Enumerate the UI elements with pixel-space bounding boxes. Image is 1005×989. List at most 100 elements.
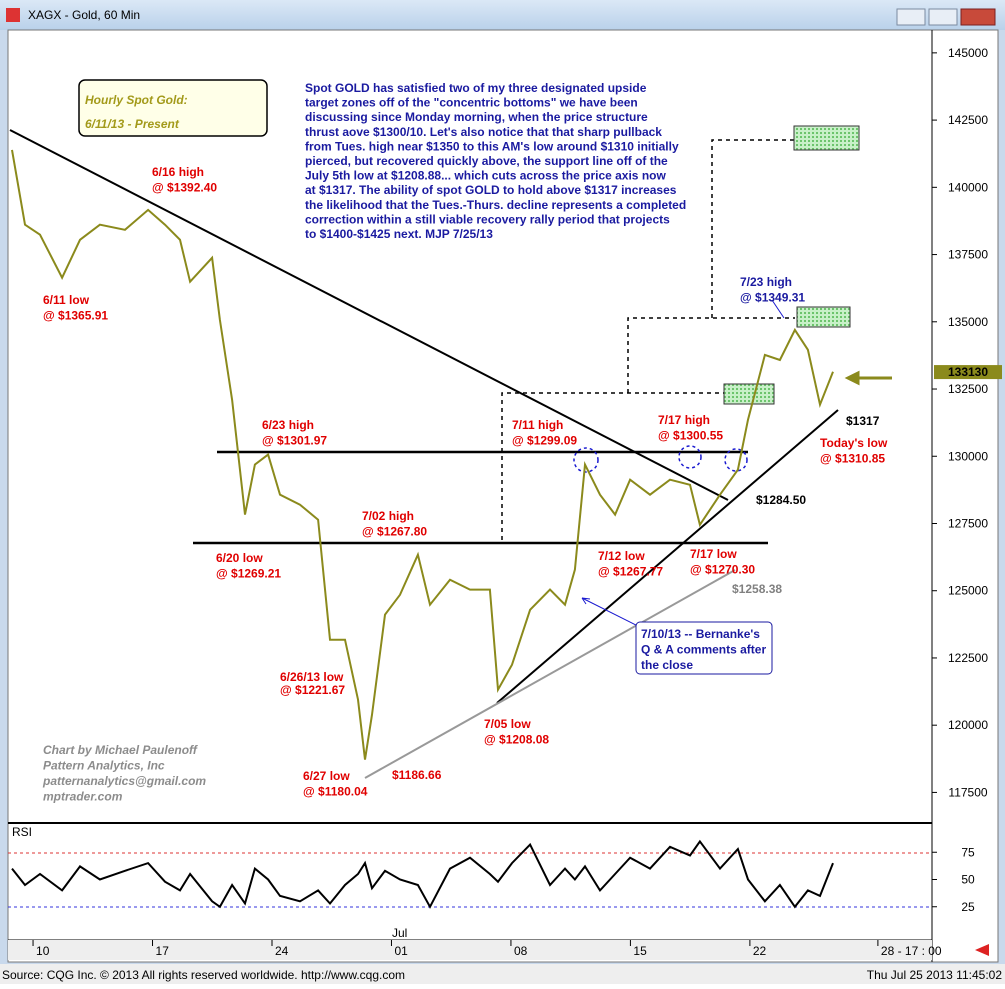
title-box bbox=[78, 79, 268, 137]
credit-line: patternanalytics@gmail.com bbox=[42, 774, 206, 788]
annotation: @ $1208.08 bbox=[484, 733, 549, 747]
y-tick-label: 132500 bbox=[948, 382, 988, 396]
x-tick-label: 10 bbox=[36, 944, 50, 958]
callout-box bbox=[635, 621, 773, 675]
y-tick-label: 50 bbox=[961, 873, 975, 887]
annotation: @ $1299.09 bbox=[512, 434, 577, 448]
app-icon bbox=[6, 8, 20, 22]
commentary-line: from Tues. high near $1350 to this AM's … bbox=[305, 139, 679, 153]
annotation: 7/23 high bbox=[740, 275, 792, 289]
maximize-button[interactable] bbox=[928, 8, 958, 26]
annotation: Today's low bbox=[820, 436, 888, 450]
credit-line: Chart by Michael Paulenoff bbox=[43, 743, 198, 757]
annotation: @ $1267.77 bbox=[598, 565, 663, 579]
minimize-button[interactable] bbox=[896, 8, 926, 26]
y-tick-label: 122500 bbox=[948, 651, 988, 665]
scroll-arrow[interactable] bbox=[975, 944, 989, 956]
commentary-line: to $1400-$1425 next. MJP 7/25/13 bbox=[305, 227, 493, 241]
target-path bbox=[501, 139, 795, 540]
annotation: @ $1300.55 bbox=[658, 429, 723, 443]
annotation: $1317 bbox=[846, 414, 880, 428]
target-zone bbox=[723, 383, 775, 405]
annotation: @ $1365.91 bbox=[43, 309, 108, 323]
y-tick-label: 140000 bbox=[948, 180, 988, 194]
window-title: XAGX - Gold, 60 Min bbox=[28, 8, 140, 22]
commentary-line: target zones off of the "concentric bott… bbox=[305, 96, 638, 110]
downtrend-line bbox=[9, 129, 729, 501]
y-tick-label: 127500 bbox=[948, 516, 988, 530]
commentary-line: discussing since Monday morning, when th… bbox=[305, 110, 648, 124]
annotation: @ $1270.30 bbox=[690, 563, 755, 577]
annotation: $1284.50 bbox=[756, 493, 806, 507]
panel-label: RSI bbox=[12, 825, 32, 839]
annotation: 7/17 low bbox=[690, 547, 737, 561]
annotation: 7/11 high bbox=[512, 418, 563, 432]
highlight-circle bbox=[573, 447, 599, 473]
commentary-line: Spot GOLD has satisfied two of my three … bbox=[305, 81, 647, 95]
annotation: 6/27 low bbox=[303, 769, 350, 783]
last-price-box bbox=[934, 365, 1002, 380]
annotation: 6/23 high bbox=[262, 418, 314, 432]
y-tick-label: 142500 bbox=[948, 113, 988, 127]
month-label: Jul bbox=[392, 926, 407, 940]
title-box-text: Hourly Spot Gold: bbox=[85, 93, 188, 107]
x-tick-label: 24 bbox=[275, 944, 289, 958]
target-zone bbox=[793, 125, 860, 151]
commentary-line: the likelihood that the Tues.-Thurs. dec… bbox=[305, 198, 686, 212]
annotation: @ $1301.97 bbox=[262, 434, 327, 448]
y-tick-label: 117500 bbox=[948, 785, 987, 799]
uptrend-line bbox=[496, 409, 839, 704]
annotation: $1258.38 bbox=[732, 582, 782, 596]
title-box-text: 6/11/13 - Present bbox=[85, 117, 180, 131]
commentary-line: July 5th low at $1208.88... which cuts a… bbox=[305, 169, 666, 183]
window-buttons[interactable] bbox=[896, 8, 996, 26]
annotation: 7/17 high bbox=[658, 413, 710, 427]
annotation: @ $1269.21 bbox=[216, 567, 281, 581]
annotation: the close bbox=[641, 658, 693, 672]
y-tick-label: 145000 bbox=[948, 46, 988, 60]
gray-trend-line bbox=[364, 569, 736, 779]
y-tick-label: 120000 bbox=[948, 718, 988, 732]
x-tick-label: 08 bbox=[514, 944, 528, 958]
annotation: 6/16 high bbox=[152, 165, 204, 179]
commentary-line: thrust aove $1300/10. Let's also notice … bbox=[305, 125, 662, 139]
footer-right: Thu Jul 25 2013 11:45:02 bbox=[867, 968, 1003, 982]
commentary-line: pierced, but recovered quickly above, th… bbox=[305, 154, 668, 168]
y-tick-label: 125000 bbox=[948, 584, 988, 598]
callout-arrow bbox=[771, 299, 785, 319]
target-zone bbox=[796, 306, 851, 328]
annotation: 7/05 low bbox=[484, 717, 531, 731]
annotation: 7/10/13 -- Bernanke's bbox=[641, 627, 760, 641]
footer-left: Source: CQG Inc. © 2013 All rights reser… bbox=[2, 968, 405, 982]
credit-line: mptrader.com bbox=[43, 790, 123, 804]
annotation: @ $1349.31 bbox=[740, 291, 805, 305]
status-bar bbox=[0, 964, 1005, 984]
title-bar bbox=[0, 0, 1005, 30]
annotation: 7/12 low bbox=[598, 549, 645, 563]
x-tick-label: 17 bbox=[156, 944, 170, 958]
annotation: @ $1392.40 bbox=[152, 181, 217, 195]
x-tick-label: 22 bbox=[753, 944, 767, 958]
series-line bbox=[11, 149, 834, 760]
annotation: @ $1310.85 bbox=[820, 452, 885, 466]
time-axis bbox=[8, 940, 932, 960]
annotation: 6/11 low bbox=[43, 293, 90, 307]
price-arrow bbox=[844, 370, 892, 386]
annotation: 6/26/13 low bbox=[280, 670, 344, 684]
y-tick-label: 25 bbox=[961, 900, 975, 914]
callout-arrow bbox=[581, 597, 637, 626]
highlight-circle bbox=[724, 448, 748, 472]
annotation: @ $1221.67 bbox=[280, 683, 345, 697]
highlight-circle bbox=[678, 445, 702, 469]
annotation: @ $1267.80 bbox=[362, 525, 427, 539]
series-line bbox=[11, 839, 834, 909]
close-button[interactable] bbox=[960, 8, 996, 26]
credit-line: Pattern Analytics, Inc bbox=[43, 759, 165, 773]
commentary-line: correction within a still viable recover… bbox=[305, 212, 670, 226]
annotation: $1186.66 bbox=[392, 768, 442, 782]
x-tick-label: 28 - 17 : 00 bbox=[881, 944, 942, 958]
y-tick-label: 75 bbox=[961, 845, 975, 859]
annotation: Q & A comments after bbox=[641, 643, 766, 657]
y-tick-label: 137500 bbox=[948, 248, 988, 262]
